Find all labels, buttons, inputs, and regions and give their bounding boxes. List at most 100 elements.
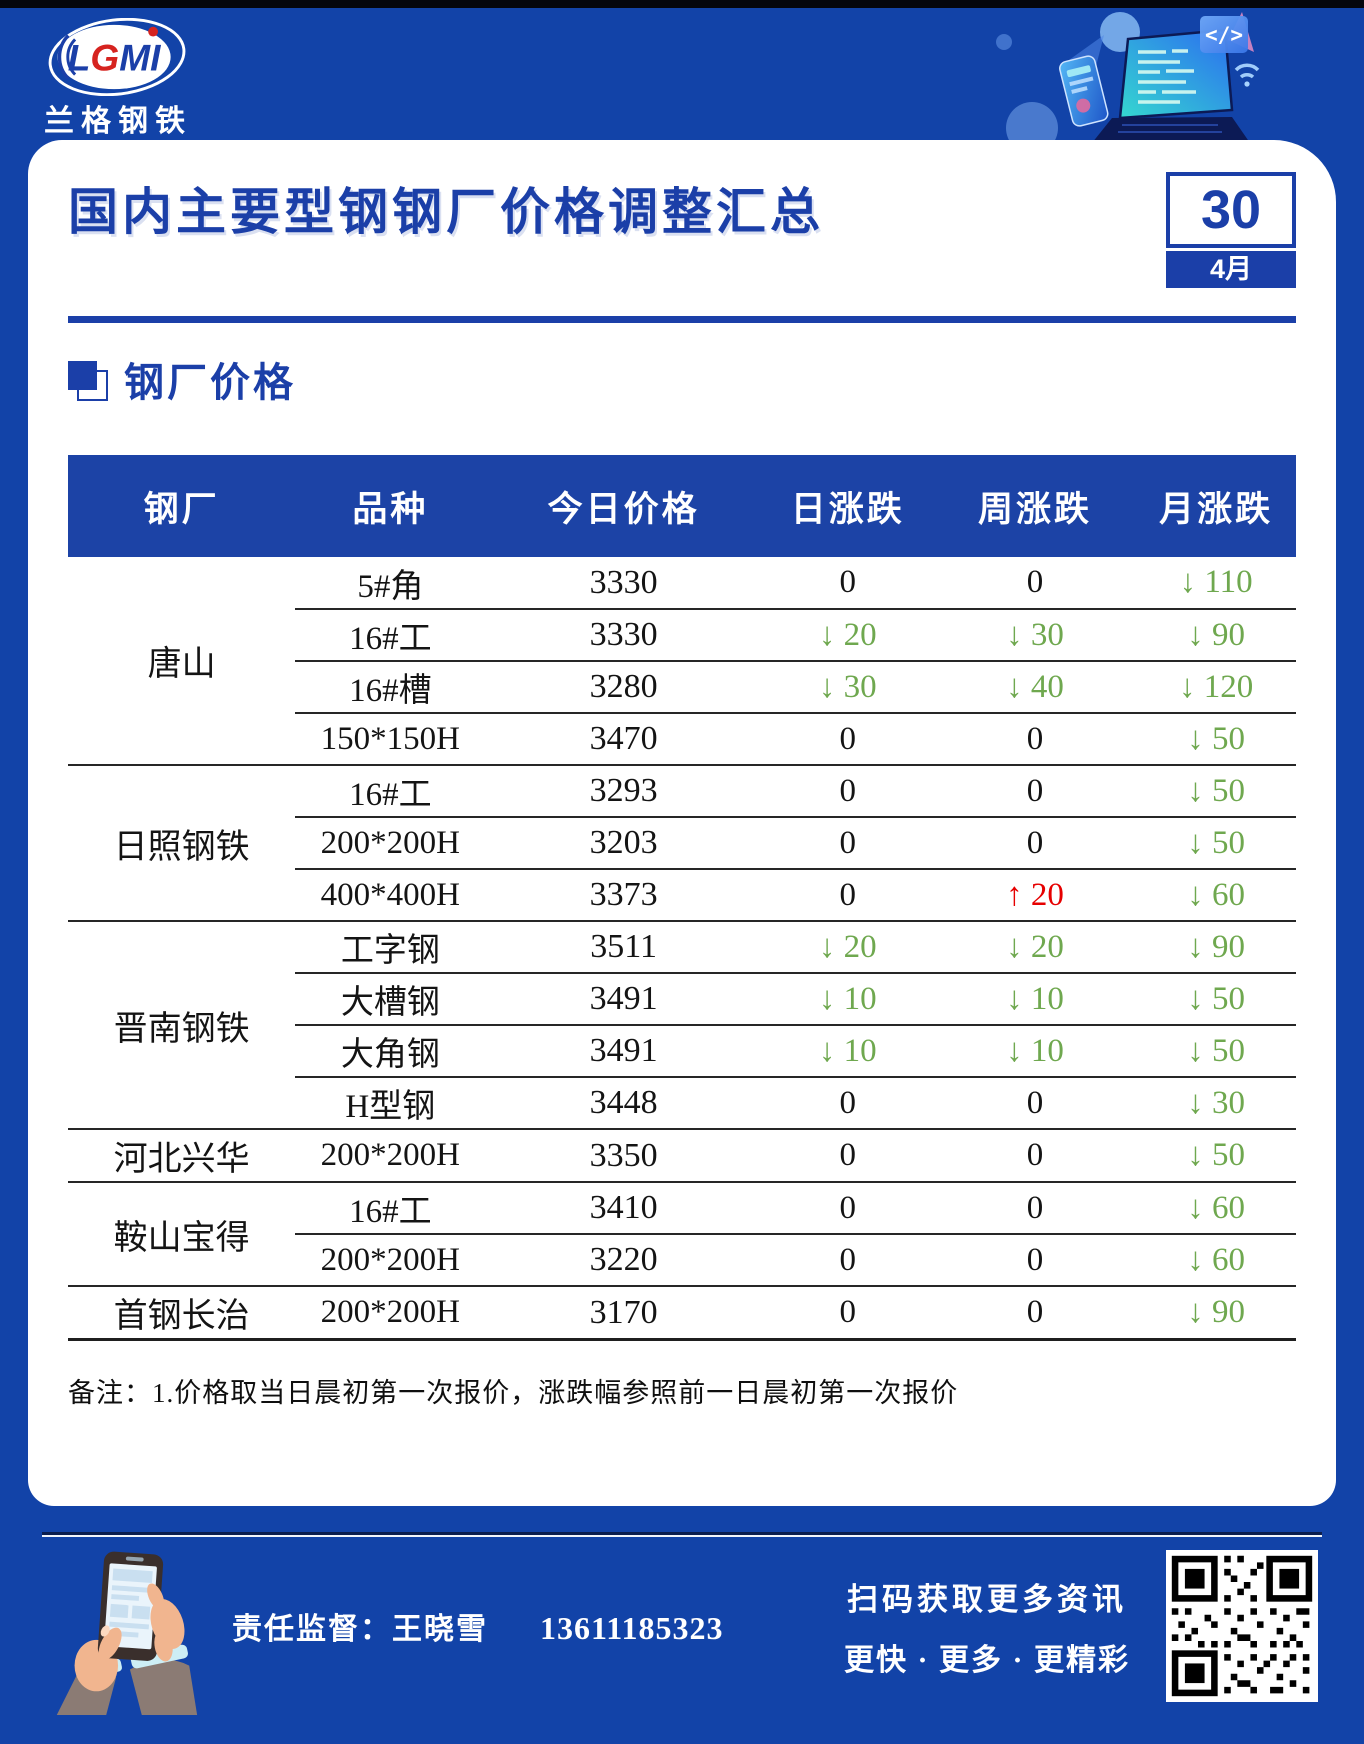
mill-cell: 唐山 bbox=[147, 646, 216, 683]
day-change-cell: 0 bbox=[761, 764, 934, 817]
month-change-cell: ↓ 90 bbox=[1136, 1285, 1296, 1340]
price-cell: 3293 bbox=[485, 764, 762, 817]
price-cell: 3170 bbox=[485, 1285, 762, 1340]
month-change-cell: ↓ 50 bbox=[1136, 1024, 1296, 1077]
mill-cell: 首钢长治 bbox=[68, 1285, 296, 1340]
supervisor-phone: 13611185323 bbox=[540, 1610, 724, 1646]
price-cell: 3511 bbox=[485, 920, 762, 973]
variety-cell: 200*200H bbox=[295, 1233, 486, 1286]
price-cell: 3491 bbox=[485, 972, 762, 1025]
price-cell: 3220 bbox=[485, 1233, 762, 1286]
variety-cell: 16#槽 bbox=[295, 660, 486, 713]
col-header-day: 日涨跌 bbox=[761, 455, 934, 557]
price-table: 钢厂 品种 今日价格 日涨跌 周涨跌 月涨跌 唐山 5#角 3330 0 0 ↓… bbox=[68, 455, 1296, 1341]
date-day: 30 bbox=[1166, 172, 1296, 248]
week-change-cell: 0 bbox=[933, 816, 1137, 869]
supervisor-block: 责任监督：王晓雪 13611185323 bbox=[232, 1604, 723, 1648]
top-banner: LGMI 兰格钢铁 bbox=[0, 8, 1364, 150]
variety-cell: 400*400H bbox=[295, 868, 486, 921]
month-change-cell: ↓ 50 bbox=[1136, 1128, 1296, 1182]
lgmi-logo-icon: LGMI bbox=[48, 18, 186, 96]
table-row: 首钢长治 200*200H 3170 0 0 ↓ 90 bbox=[68, 1285, 1296, 1340]
day-change-cell: 0 bbox=[761, 1128, 934, 1182]
day-change-cell: ↓ 30 bbox=[761, 660, 934, 713]
price-cell: 3448 bbox=[485, 1076, 762, 1129]
day-change-cell: ↓ 10 bbox=[761, 1024, 934, 1077]
variety-cell: 大角钢 bbox=[295, 1024, 486, 1077]
week-change-cell: 0 bbox=[1026, 564, 1044, 600]
price-cell: 3330 bbox=[589, 563, 658, 601]
day-change-cell: 0 bbox=[839, 564, 857, 600]
table-row: 大槽钢 3491 ↓ 10 ↓ 10 ↓ 50 bbox=[68, 972, 1296, 1025]
brand-name: 兰格钢铁 bbox=[44, 105, 192, 138]
variety-cell: 150*150H bbox=[295, 712, 486, 765]
mill-cell: 晋南钢铁 bbox=[68, 920, 296, 1129]
month-change-cell: ↓ 90 bbox=[1136, 920, 1296, 973]
day-change-cell: 0 bbox=[761, 1285, 934, 1340]
footer-bar: 责任监督：王晓雪 13611185323 扫码获取更多资讯 更快 · 更多 · … bbox=[0, 1537, 1364, 1715]
variety-cell: 16#工 bbox=[295, 608, 486, 661]
table-row: H型钢 3448 0 0 ↓ 30 bbox=[68, 1076, 1296, 1129]
svg-text:</>: </> bbox=[1205, 23, 1243, 47]
week-change-cell: 0 bbox=[933, 1233, 1137, 1286]
content-card: 国内主要型钢钢厂价格调整汇总 30 4月 钢厂价格 钢厂 品种 今日价格 日涨跌… bbox=[28, 140, 1336, 1506]
variety-cell: 16#工 bbox=[295, 764, 486, 817]
day-change-cell: 0 bbox=[761, 712, 934, 765]
card-header: 国内主要型钢钢厂价格调整汇总 30 4月 bbox=[68, 140, 1296, 316]
page-title: 国内主要型钢钢厂价格调整汇总 bbox=[68, 184, 824, 240]
week-change-cell: 0 bbox=[933, 764, 1137, 817]
month-change-cell: ↓ 60 bbox=[1136, 868, 1296, 921]
svg-text:LGMI: LGMI bbox=[68, 37, 161, 79]
table-row: 200*200H 3203 0 0 ↓ 50 bbox=[68, 816, 1296, 869]
table-row: 150*150H 3470 0 0 ↓ 50 bbox=[68, 712, 1296, 765]
day-change-cell: ↓ 20 bbox=[761, 608, 934, 661]
table-row: 16#工 3330 ↓ 20 ↓ 30 ↓ 90 bbox=[68, 608, 1296, 661]
variety-cell: 200*200H bbox=[295, 1285, 486, 1340]
day-change-cell: 0 bbox=[761, 1181, 934, 1234]
date-badge: 30 4月 bbox=[1166, 172, 1296, 316]
price-cell: 3280 bbox=[485, 660, 762, 713]
week-change-cell: ↑ 20 bbox=[933, 868, 1137, 921]
price-cell: 3470 bbox=[485, 712, 762, 765]
footnote: 备注：1.价格取当日晨初第一次报价，涨跌幅参照前一日晨初第一次报价 bbox=[68, 1378, 959, 1408]
section-title: 钢厂价格 bbox=[124, 360, 296, 405]
day-change-cell: ↓ 10 bbox=[761, 972, 934, 1025]
month-change-cell: ↓ 50 bbox=[1136, 712, 1296, 765]
tech-illustration: </> bbox=[996, 12, 1260, 150]
week-change-cell: ↓ 40 bbox=[933, 660, 1137, 713]
table-row: 400*400H 3373 0 ↑ 20 ↓ 60 bbox=[68, 868, 1296, 921]
month-change-cell: ↓ 120 bbox=[1136, 660, 1296, 713]
month-change-cell: ↓ 60 bbox=[1136, 1233, 1296, 1286]
table-row: 日照钢铁 16#工 3293 0 0 ↓ 50 bbox=[68, 764, 1296, 921]
top-dark-strip bbox=[0, 0, 1364, 8]
week-change-cell: 0 bbox=[933, 712, 1137, 765]
section-bullet-icon bbox=[68, 359, 108, 401]
price-cell: 3491 bbox=[485, 1024, 762, 1077]
qr-caption: 扫码获取更多资讯 更快 · 更多 · 更精彩 bbox=[844, 1574, 1130, 1679]
month-change-cell: ↓ 50 bbox=[1136, 764, 1296, 817]
week-change-cell: ↓ 20 bbox=[933, 920, 1137, 973]
title-underline bbox=[68, 316, 1296, 323]
price-cell: 3350 bbox=[485, 1128, 762, 1182]
variety-cell: H型钢 bbox=[295, 1076, 486, 1129]
brand-block: LGMI 兰格钢铁 bbox=[42, 18, 202, 140]
month-change-cell: ↓ 90 bbox=[1136, 608, 1296, 661]
footer-divider bbox=[42, 1532, 1322, 1537]
table-row: 鞍山宝得 16#工 3410 0 0 ↓ 60 bbox=[68, 1181, 1296, 1286]
variety-cell: 200*200H bbox=[295, 816, 486, 869]
price-cell: 3373 bbox=[485, 868, 762, 921]
table-row: 16#槽 3280 ↓ 30 ↓ 40 ↓ 120 bbox=[68, 660, 1296, 713]
phone-hands-illustration bbox=[56, 1551, 198, 1715]
mill-cell: 河北兴华 bbox=[68, 1128, 296, 1182]
mill-cell: 鞍山宝得 bbox=[68, 1181, 296, 1286]
date-month: 4月 bbox=[1166, 251, 1296, 288]
qr-caption-line2: 更快 · 更多 · 更精彩 bbox=[843, 1643, 1130, 1677]
day-change-cell: 0 bbox=[761, 1233, 934, 1286]
price-cell: 3330 bbox=[485, 608, 762, 661]
qr-code bbox=[1166, 1550, 1318, 1702]
week-change-cell: 0 bbox=[933, 1285, 1137, 1340]
section-header: 钢厂价格 bbox=[68, 355, 1296, 405]
month-change-cell: ↓ 30 bbox=[1136, 1076, 1296, 1129]
col-header-variety: 品种 bbox=[295, 455, 486, 557]
col-header-mill: 钢厂 bbox=[68, 455, 296, 557]
